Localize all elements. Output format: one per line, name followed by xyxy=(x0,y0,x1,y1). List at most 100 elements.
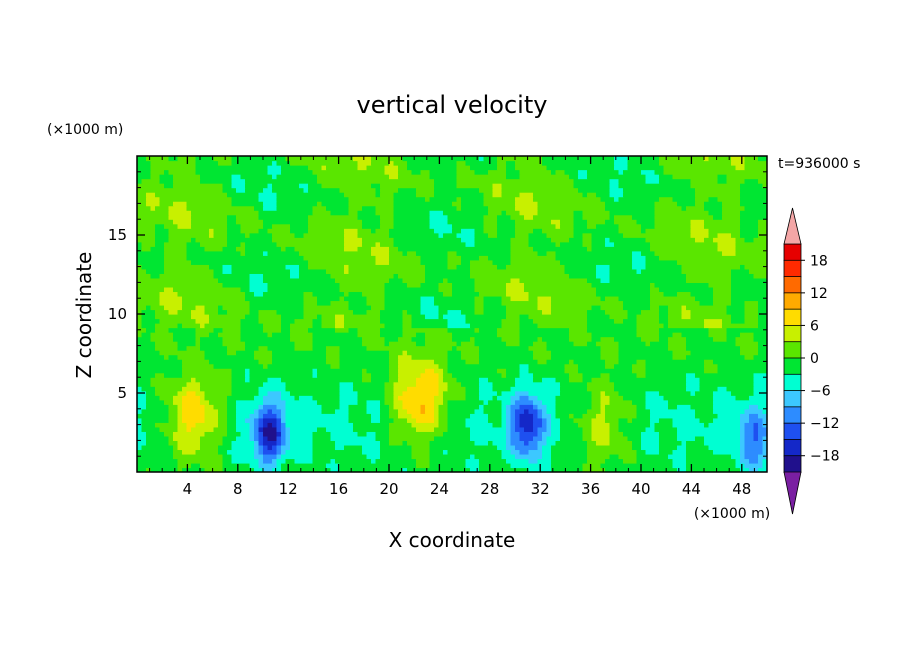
field-cell xyxy=(497,223,516,229)
field-cell xyxy=(479,350,534,356)
field-cell xyxy=(182,399,201,405)
field-cell xyxy=(393,214,431,220)
field-cell xyxy=(411,422,440,428)
field-cell xyxy=(326,268,345,274)
field-cell xyxy=(744,435,755,441)
field-cell xyxy=(713,295,732,302)
field-cell xyxy=(249,286,269,293)
field-cell xyxy=(272,422,278,428)
field-cell xyxy=(645,372,687,378)
field-cell xyxy=(258,210,314,216)
field-cell xyxy=(735,458,741,464)
field-cell xyxy=(357,399,368,405)
field-cell xyxy=(537,440,548,446)
field-cell xyxy=(164,268,215,274)
field-cell xyxy=(155,345,179,351)
field-cell xyxy=(686,444,710,451)
field-cell xyxy=(263,417,278,423)
field-cell xyxy=(510,440,525,446)
field-cell xyxy=(749,458,759,464)
field-cell xyxy=(596,192,611,198)
field-cell xyxy=(204,354,255,360)
field-cell xyxy=(650,413,696,419)
field-cell xyxy=(137,223,156,229)
field-cell xyxy=(339,395,359,401)
field-cell xyxy=(290,223,309,229)
field-cell xyxy=(393,241,467,247)
field-cell xyxy=(641,440,660,446)
field-cell xyxy=(231,440,255,446)
field-cell xyxy=(236,435,251,441)
field-cell xyxy=(182,363,215,369)
field-cell xyxy=(438,363,449,369)
field-cell xyxy=(587,444,633,451)
field-cell xyxy=(254,205,264,211)
field-cell xyxy=(713,336,728,342)
field-cell xyxy=(456,205,462,211)
field-cell xyxy=(393,210,431,216)
field-cell xyxy=(618,453,638,460)
field-cell xyxy=(713,214,723,220)
field-cell xyxy=(141,408,170,414)
field-cell xyxy=(758,223,767,229)
field-cell xyxy=(564,268,597,274)
field-cell xyxy=(200,440,224,446)
field-cell xyxy=(726,174,767,180)
field-cell xyxy=(425,332,453,338)
field-cell xyxy=(182,417,206,423)
field-cell xyxy=(726,304,746,311)
field-cell xyxy=(582,462,602,469)
field-cell xyxy=(290,444,314,451)
field-cell xyxy=(551,354,602,360)
field-cell xyxy=(146,404,170,410)
field-cell xyxy=(312,435,332,441)
field-cell xyxy=(582,214,611,220)
field-cell xyxy=(335,314,345,320)
field-cell xyxy=(330,273,395,279)
field-cell xyxy=(501,323,521,329)
field-cell xyxy=(164,431,174,437)
field-cell xyxy=(330,431,359,437)
field-cell xyxy=(186,390,197,396)
field-cell xyxy=(146,304,152,311)
field-cell xyxy=(164,264,210,270)
field-cell xyxy=(294,345,314,351)
field-cell xyxy=(695,187,741,193)
x-tick-label: 24 xyxy=(430,480,449,498)
field-cell xyxy=(285,458,296,464)
field-cell xyxy=(438,413,449,419)
x-tick-label: 16 xyxy=(329,480,348,498)
field-cell xyxy=(137,246,143,252)
field-cell xyxy=(276,413,282,419)
field-cell xyxy=(686,277,732,283)
field-cell xyxy=(479,467,530,472)
field-cell xyxy=(762,444,767,451)
field-cell xyxy=(735,246,767,252)
field-cell xyxy=(447,399,485,405)
field-cell xyxy=(740,417,750,423)
field-cell xyxy=(429,458,467,464)
field-cell xyxy=(231,160,273,166)
field-cell xyxy=(668,399,714,405)
field-cell xyxy=(537,395,557,401)
field-cell xyxy=(600,345,620,351)
field-cell xyxy=(231,183,246,189)
field-cell xyxy=(231,264,287,270)
field-cell xyxy=(623,431,642,437)
field-cell xyxy=(218,413,228,419)
field-cell xyxy=(492,192,503,198)
field-cell xyxy=(276,309,305,315)
field-cell xyxy=(398,336,413,342)
colorbar-band xyxy=(783,455,802,473)
field-cell xyxy=(596,341,620,347)
field-cell xyxy=(717,368,767,374)
field-cell xyxy=(137,336,152,342)
field-cell xyxy=(546,422,552,428)
field-cell xyxy=(393,386,408,392)
field-cell xyxy=(461,341,476,347)
field-cell xyxy=(137,201,147,207)
field-cell xyxy=(263,273,291,279)
field-cell xyxy=(578,368,633,374)
field-cell xyxy=(438,381,449,387)
field-cell xyxy=(519,327,570,333)
